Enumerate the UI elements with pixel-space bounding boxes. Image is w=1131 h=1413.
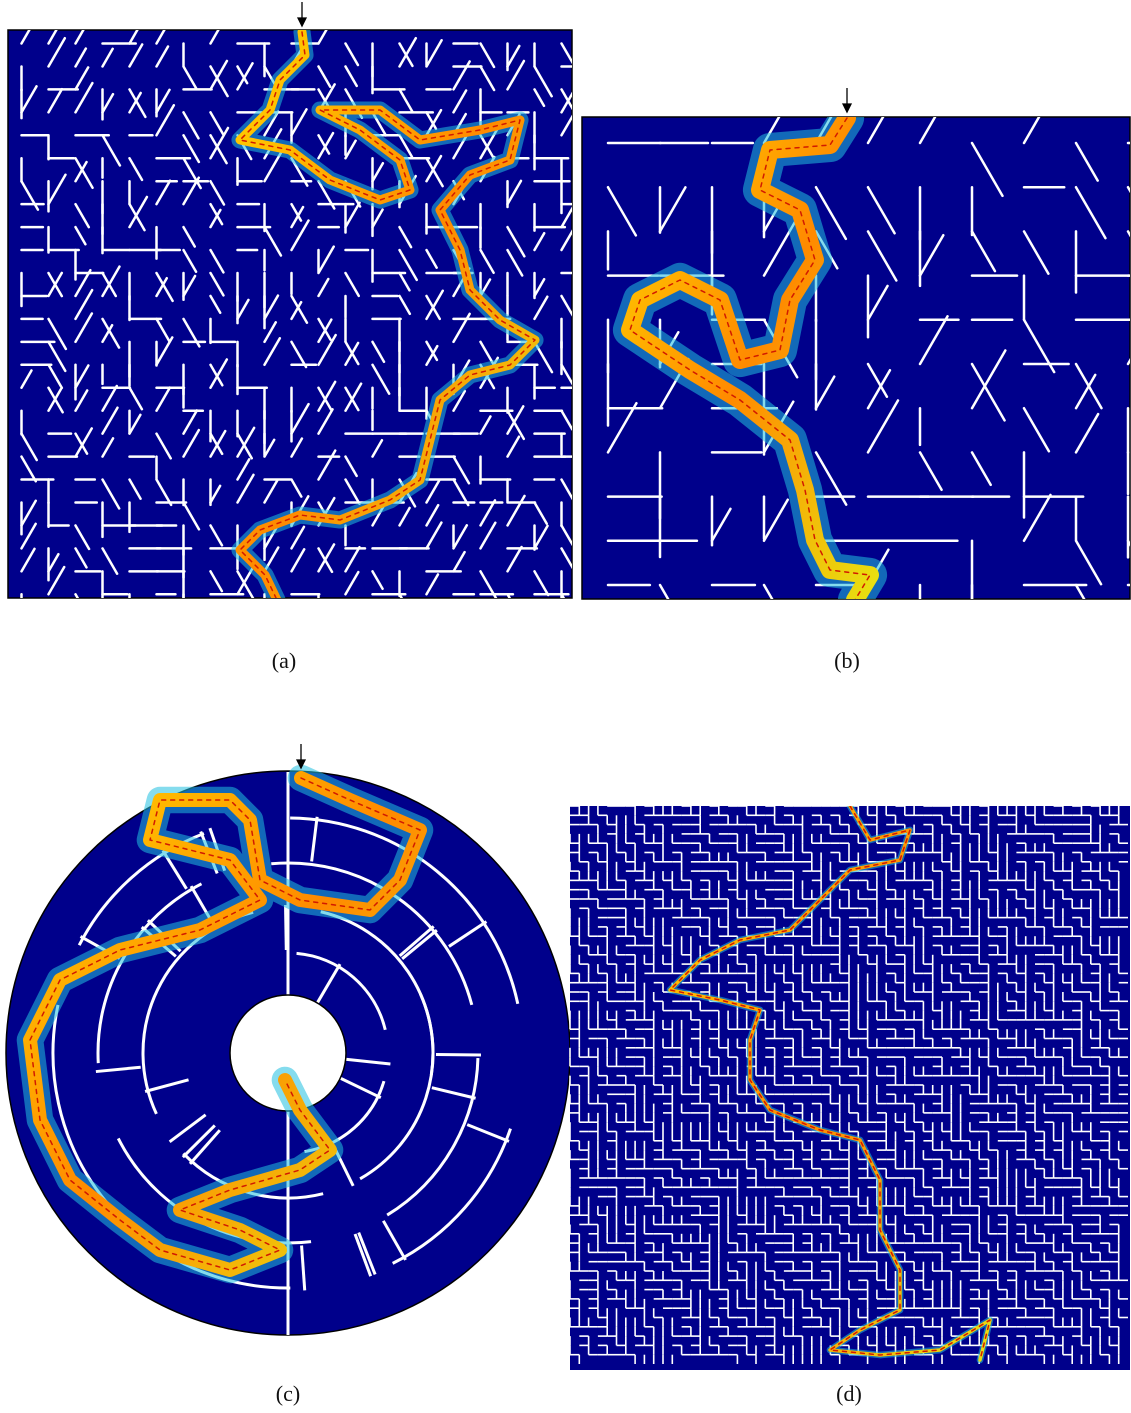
figure: (a) (b) (c) (d): [0, 0, 1131, 1413]
maze-background: [570, 806, 1130, 1370]
maze-wall: [286, 905, 287, 950]
maze-c: [6, 771, 570, 1335]
maze-a: [8, 13, 591, 623]
panel-label: (b): [834, 648, 860, 673]
panel-label: (a): [272, 648, 296, 673]
panel-label: (d): [836, 1381, 862, 1406]
maze-d: [570, 806, 1130, 1370]
maze-b: [582, 85, 1131, 652]
panel-label: (c): [276, 1381, 300, 1406]
arrow-head: [298, 18, 306, 26]
arrow-head: [843, 104, 851, 112]
